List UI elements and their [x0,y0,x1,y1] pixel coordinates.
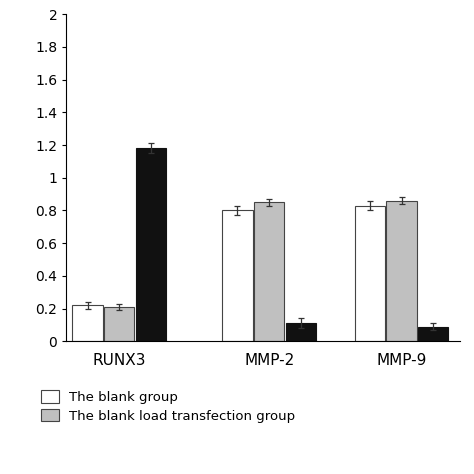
Bar [286,323,316,341]
Bar [418,327,448,341]
Bar [254,202,284,341]
Bar [73,305,102,341]
Bar [222,210,253,341]
Bar [104,307,134,341]
Bar [386,201,417,341]
Legend: The blank group, The blank load transfection group: The blank group, The blank load transfec… [42,391,295,423]
Bar [136,148,166,341]
Bar [355,206,385,341]
